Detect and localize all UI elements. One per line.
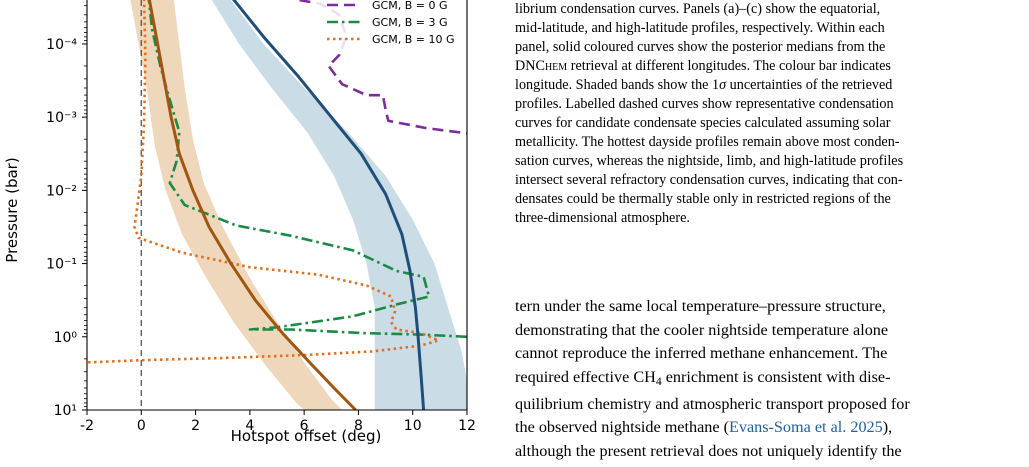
caption-line: profiles. Labelled dashed curves show re… [515,96,894,112]
caption-line: densates could be thermally stable only … [515,191,891,207]
y-tick-label: 10⁻² [46,183,77,199]
caption-line: sation curves, whereas the nightside, li… [515,153,904,169]
caption-line: panel, solid coloured curves show the po… [515,39,886,55]
caption-line: DNChem retrieval at different longitudes… [515,57,1020,76]
method-name: DNChem [515,58,568,74]
x-axis-label: Hotspot offset (deg) [231,427,382,445]
x-tick-label: 10 [404,418,422,434]
legend-label: GCM, B = 0 G [372,0,447,12]
chart-axes: -2 0 2 4 6 8 10 12 10⁻⁴ 10⁻³ 10⁻² 10⁻¹ 10⁰ 10¹ [46,0,476,434]
caption-text: uncertainties of the retrieved [726,77,893,93]
retrieved-profile-line [147,0,357,410]
x-tick-label: 6 [300,418,309,434]
body-text: the observed nightside methane ( [515,418,729,437]
x-tick-label: 12 [458,418,476,434]
profile-curves [87,0,467,410]
retrieved-profile-line [232,0,426,410]
x-tick-label: 2 [191,418,200,434]
chart-legend: GCM, B = 0 G GCM, B = 3 G GCM, B = 10 G [315,0,465,52]
caption-text: retrieval at different longitudes. The c… [567,58,891,74]
chart-figure: -2 0 2 4 6 8 10 12 10⁻⁴ 10⁻³ 10⁻² 10⁻¹ 10⁰ 10¹ GCM, B… [3,0,476,445]
citation-link[interactable]: Evans-Soma et al. 2025 [728,418,883,437]
body-line: the observed nightside methane (Evans-So… [515,416,1020,440]
y-axis-label: Pressure (bar) [3,157,21,262]
caption-line: three-dimensional atmosphere. [515,210,690,226]
body-line: although the present retrieval does not … [515,441,902,460]
body-line: quilibrium chemistry and atmospheric tra… [515,394,910,413]
body-paragraph: tern under the same local temperature–pr… [515,295,1020,463]
y-tick-label: 10⁻¹ [46,257,77,273]
body-text: enrichment is consistent with dise- [661,367,891,386]
caption-line: curves for candidate condensate species … [515,115,891,131]
sigma-symbol: σ [719,77,727,93]
y-tick-label: 10¹ [54,403,77,419]
uncertainty-band [130,0,343,410]
caption-text: longitude. Shaded bands show the 1 [515,77,720,93]
x-tick-label: 0 [137,418,146,434]
body-line: cannot reproduce the inferred methane en… [515,344,888,362]
caption-line: longitude. Shaded bands show the 1σ unce… [515,76,1020,95]
uncertainty-band [211,0,467,410]
figure-caption: librium condensation curves. Panels (a)–… [515,0,1020,228]
body-line: required effective CH4 enrichment is con… [515,366,1020,393]
legend-label: GCM, B = 10 G [372,33,454,46]
body-text: required effective CH [515,367,656,386]
y-tick-label: 10⁻⁴ [46,37,77,53]
subscript: 4 [655,374,662,388]
body-text: ), [882,418,893,437]
y-tick-label: 10⁰ [54,330,78,346]
x-tick-label: -2 [80,418,94,434]
y-tick-label: 10⁻³ [46,110,77,126]
x-tick-label: 4 [245,418,254,434]
caption-line: intersect several refractory condensatio… [515,172,903,188]
x-tick-label: 8 [354,418,363,434]
gcm-profile-line [147,0,467,339]
legend-label: GCM, B = 3 G [372,16,447,29]
uncertainty-bands [130,0,467,410]
body-line: tern under the same local temperature–pr… [515,297,886,315]
caption-line: mid-latitude, and high-latitude profiles… [515,20,885,36]
caption-line: metallicity. The hottest dayside profile… [515,134,900,150]
caption-line: librium condensation curves. Panels (a)–… [515,1,881,17]
body-line: demonstrating that the cooler nightside … [515,320,889,339]
legend-box [315,0,465,52]
